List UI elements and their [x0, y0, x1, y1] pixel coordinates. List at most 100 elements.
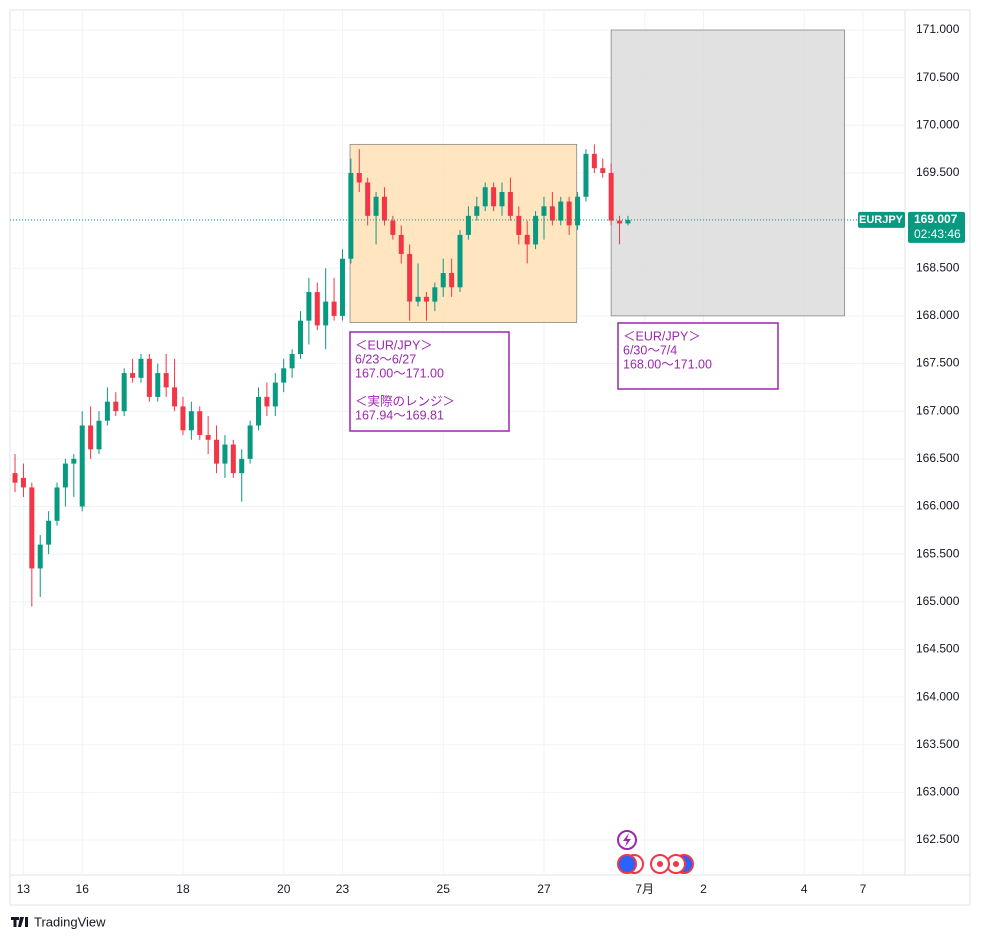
price-tag-countdown: 02:43:46 [914, 227, 961, 241]
candle-body [566, 201, 572, 226]
candle-body [163, 373, 169, 388]
candle-body [365, 182, 371, 216]
candle-body [29, 487, 35, 569]
y-tick-label: 163.000 [916, 785, 960, 799]
x-tick-label: 7 [860, 882, 867, 896]
annotation-text: ＜EUR/JPY＞ [623, 329, 701, 343]
x-tick-label: 16 [76, 882, 90, 896]
candle-body [256, 396, 262, 426]
candle-body [54, 487, 60, 521]
candle-body [449, 273, 455, 288]
x-tick-label: 20 [277, 882, 291, 896]
x-tick-label: 25 [437, 882, 451, 896]
candle-body [138, 358, 144, 378]
candle-body [222, 444, 228, 464]
candle-body [323, 301, 329, 326]
annotation-text: 6/23〜6/27 [355, 352, 416, 366]
annotation-text: ＜実際のレンジ＞ [355, 393, 455, 408]
y-tick-label: 167.500 [916, 356, 960, 370]
price-tag-value: 169.007 [914, 212, 958, 226]
candle-body [331, 301, 337, 316]
candle-body [381, 196, 387, 221]
x-tick-label: 27 [537, 882, 551, 896]
annotation-text: ＜EUR/JPY＞ [355, 338, 433, 352]
candle-body [516, 215, 522, 235]
candle-body [155, 373, 161, 397]
candle-body [608, 172, 614, 221]
candle-body [415, 296, 421, 302]
x-tick-label: 2 [700, 882, 707, 896]
x-tick-label: 13 [17, 882, 31, 896]
candle-body [591, 153, 597, 169]
candle-body [239, 458, 245, 474]
candle-body [272, 382, 278, 407]
candle-body [88, 425, 94, 450]
candle-body [188, 411, 194, 431]
event-icons[interactable] [617, 830, 694, 874]
chart-frame [9, 9, 971, 906]
range-zone [349, 143, 578, 323]
candle-body [20, 477, 26, 488]
symbol-label: EURJPY [859, 214, 904, 226]
range-zone [610, 29, 845, 317]
candle-body [12, 473, 18, 483]
candle-body [533, 215, 539, 245]
candle-body [146, 358, 152, 397]
brand-logo [11, 917, 28, 927]
y-tick-label: 170.500 [916, 70, 960, 84]
candle-body [214, 439, 220, 464]
candle-body [339, 258, 345, 316]
y-tick-label: 169.500 [916, 165, 960, 179]
y-tick-label: 171.000 [916, 22, 960, 36]
y-tick-label: 170.000 [916, 117, 960, 131]
candle-body [205, 435, 211, 440]
y-tick-label: 164.500 [916, 642, 960, 656]
candle-body [79, 425, 85, 507]
candle-body [306, 292, 312, 321]
y-tick-label: 165.000 [916, 594, 960, 608]
candle-body [71, 458, 77, 464]
candle-body [398, 234, 404, 254]
candle-body [625, 219, 631, 224]
candle-body [130, 373, 136, 378]
annotation-text: 167.00〜171.00 [355, 366, 444, 380]
candle-body [575, 196, 581, 226]
annotation-box [349, 331, 510, 432]
candle-body [104, 401, 110, 421]
x-tick-label: 7月 [635, 882, 654, 896]
y-tick-label: 168.000 [916, 308, 960, 322]
candle-body [474, 206, 480, 216]
candle-body [583, 153, 589, 197]
candle-body [121, 373, 127, 412]
y-tick-label: 166.000 [916, 499, 960, 513]
candle-body [281, 368, 287, 383]
candle-body [423, 296, 429, 302]
annotation-box [617, 322, 779, 390]
candle-body [264, 396, 270, 407]
candle-body [373, 196, 379, 216]
candle-body [356, 172, 362, 183]
candle-body [491, 187, 497, 207]
candle-body [541, 206, 547, 216]
candle-body [482, 187, 488, 207]
candle-body [96, 420, 102, 450]
candle-body [558, 201, 564, 221]
candle-body [617, 220, 623, 224]
y-tick-label: 164.000 [916, 689, 960, 703]
candle-body [457, 234, 463, 288]
candle-body [524, 234, 530, 245]
x-tick-label: 18 [176, 882, 190, 896]
x-tick-label: 4 [801, 882, 808, 896]
candle-body [180, 406, 186, 431]
candle-body [390, 220, 396, 235]
y-tick-label: 163.500 [916, 737, 960, 751]
y-tick-label: 168.500 [916, 260, 960, 274]
candle-body [46, 520, 52, 545]
annotation-text: 6/30〜7/4 [623, 343, 677, 357]
candle-body [247, 425, 253, 459]
candle-body [549, 206, 555, 221]
candle-body [297, 320, 303, 355]
candle-body [37, 544, 43, 569]
brand-name: TradingView [34, 914, 106, 929]
